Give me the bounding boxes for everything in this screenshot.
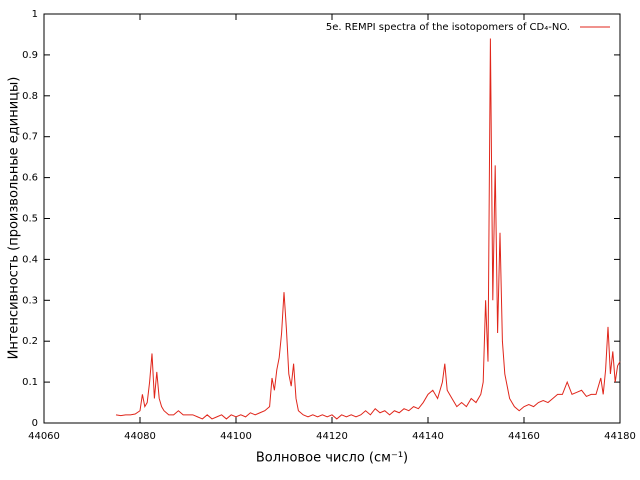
legend-label: 5e. REMPI spectra of the isotopomers of … (326, 22, 570, 33)
y-tick-label: 0.4 (22, 254, 38, 265)
x-tick-label: 44060 (28, 431, 60, 442)
y-tick-label: 0.3 (22, 295, 38, 306)
y-axis-label: Интенсивность (произвольные единицы) (7, 77, 22, 360)
y-tick-label: 0.7 (22, 132, 38, 143)
x-tick-label: 44080 (124, 431, 156, 442)
y-tick-label: 0.5 (22, 214, 38, 225)
y-tick-label: 1 (32, 9, 38, 20)
x-tick-label: 44140 (412, 431, 444, 442)
data-line (115, 38, 621, 420)
y-tick-label: 0.1 (22, 377, 38, 388)
x-tick-label: 44160 (508, 431, 540, 442)
y-tick-label: 0 (32, 418, 38, 429)
x-axis-label: Волновое число (см⁻¹) (256, 451, 408, 466)
x-tick-label: 44180 (604, 431, 636, 442)
y-tick-label: 0.6 (22, 173, 38, 184)
y-tick-label: 0.2 (22, 336, 38, 347)
x-tick-label: 44100 (220, 431, 252, 442)
y-tick-label: 0.8 (22, 91, 38, 102)
plot-frame (43, 13, 621, 424)
y-tick-label: 0.9 (22, 50, 38, 61)
x-tick-label: 44120 (316, 431, 348, 442)
